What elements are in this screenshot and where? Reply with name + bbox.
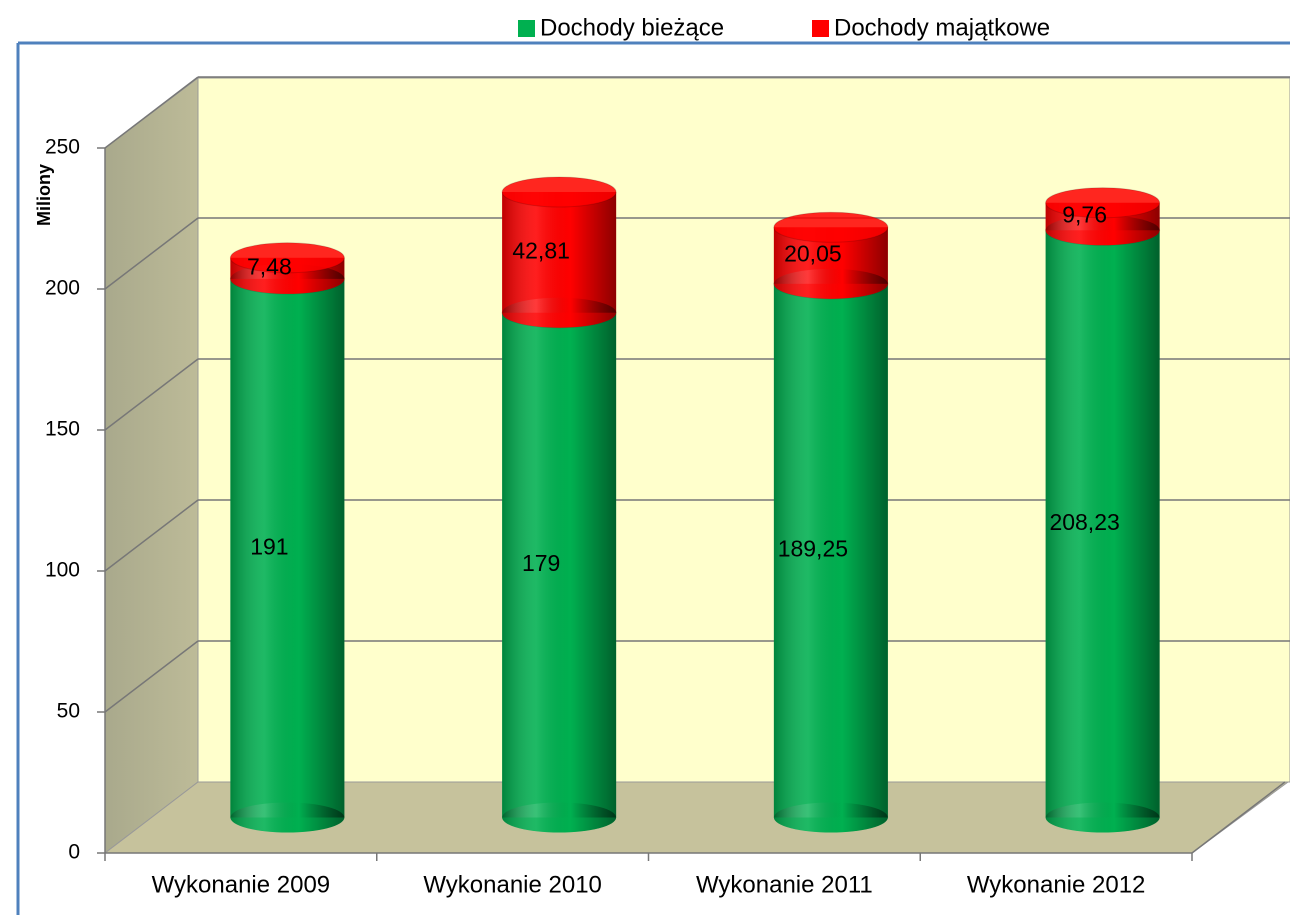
segment-shade <box>773 283 888 818</box>
segment-top <box>229 242 345 274</box>
x-tick-label: Wykonanie 2009 <box>152 871 331 898</box>
segment-top <box>501 176 617 208</box>
data-label: 179 <box>522 550 560 576</box>
data-label: 189,25 <box>778 536 848 562</box>
segment-top <box>1045 187 1161 219</box>
cylinder-segment <box>1045 214 1161 833</box>
data-label: 7,48 <box>247 253 292 279</box>
grid-line <box>104 217 199 290</box>
segment-shade <box>230 278 345 818</box>
cylinder-segment <box>501 176 617 328</box>
data-label: 208,23 <box>1049 509 1119 535</box>
legend-label: Dochody bieżące <box>540 14 724 41</box>
grid-line <box>104 76 199 149</box>
x-axis <box>1191 781 1286 854</box>
cylinder-segment <box>229 242 345 294</box>
legend-swatch <box>518 20 535 37</box>
y-tick-label: 50 <box>57 700 80 723</box>
segment-shade <box>1045 230 1160 818</box>
x-tick-label: Wykonanie 2012 <box>967 871 1146 898</box>
grid-line <box>104 640 199 713</box>
cylinder-segment <box>501 297 617 833</box>
legend-swatch <box>812 20 829 37</box>
data-label: 42,81 <box>512 237 570 263</box>
x-tick-label: Wykonanie 2011 <box>696 871 873 898</box>
y-tick-label: 100 <box>45 559 80 582</box>
y-tick-label: 200 <box>45 277 80 300</box>
segment-top <box>773 211 889 243</box>
segment-shade <box>502 312 617 818</box>
segment-shade <box>502 191 617 313</box>
y-tick-label: 0 <box>68 841 80 864</box>
data-label: 9,76 <box>1062 202 1107 228</box>
data-label: 20,05 <box>784 241 842 267</box>
cylinder-segment <box>773 211 889 299</box>
cylinder-segment <box>1045 187 1161 246</box>
x-tick-label: Wykonanie 2010 <box>423 871 602 898</box>
data-label: 191 <box>250 533 288 559</box>
legend-label: Dochody majątkowe <box>834 14 1050 41</box>
side-wall <box>104 76 199 855</box>
y-tick-label: 150 <box>45 418 80 441</box>
grid-line <box>104 358 199 431</box>
y-tick-label: 250 <box>45 136 80 159</box>
grid-line <box>104 499 199 572</box>
y-axis-label: Miliony <box>34 164 54 226</box>
